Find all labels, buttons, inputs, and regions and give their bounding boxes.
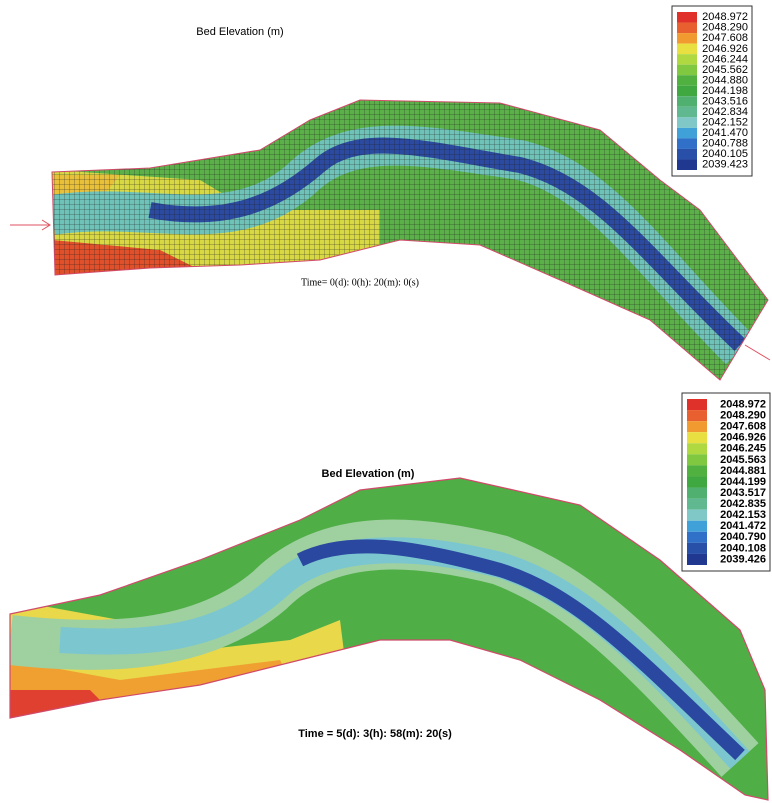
legend-swatch xyxy=(687,488,707,499)
time-label: Time = 5(d): 3(h): 58(m): 20(s) xyxy=(298,728,452,740)
legend-swatch xyxy=(677,12,697,23)
legend-swatch xyxy=(677,96,697,107)
legend-swatch xyxy=(687,499,707,510)
legend-swatch xyxy=(687,554,707,565)
inflow-arrow xyxy=(10,220,50,230)
legend-label: 2039.423 xyxy=(702,159,748,171)
legend-swatch xyxy=(687,543,707,554)
legend-swatch xyxy=(677,159,697,170)
legend-swatch xyxy=(687,443,707,454)
legend-swatch xyxy=(677,138,697,149)
legend-swatch xyxy=(687,410,707,421)
legend-swatch xyxy=(687,465,707,476)
bed-map-top xyxy=(0,90,772,390)
legend-swatch xyxy=(687,510,707,521)
legend-swatch xyxy=(687,454,707,465)
legend-swatch xyxy=(677,65,697,76)
legend-swatch xyxy=(677,33,697,44)
panel-title: Bed Elevation (m) xyxy=(196,26,283,38)
panel-title: Bed Elevation (m) xyxy=(322,468,415,480)
legend-swatch xyxy=(677,86,697,97)
legend-swatch xyxy=(687,432,707,443)
figure: Bed Elevation (m) Time= 0(d): 0(h): 20(m… xyxy=(0,0,772,803)
legend-swatch xyxy=(687,476,707,487)
outflow-arrow xyxy=(745,345,770,360)
legend-swatch xyxy=(677,117,697,128)
legend-swatch xyxy=(687,399,707,410)
legend-label: 2039.426 xyxy=(720,553,766,565)
legend-swatch xyxy=(677,44,697,55)
legend-swatch xyxy=(677,128,697,139)
time-label: Time= 0(d): 0(h): 20(m): 0(s) xyxy=(301,277,419,288)
legend-swatch xyxy=(677,54,697,65)
legend-swatch xyxy=(687,532,707,543)
legend-swatch xyxy=(677,23,697,34)
bed-map-bottom xyxy=(0,470,772,803)
legend-swatch xyxy=(677,107,697,118)
legend-swatch xyxy=(677,75,697,86)
legend-swatch xyxy=(677,149,697,160)
legend-swatch xyxy=(687,421,707,432)
legend-swatch xyxy=(687,521,707,532)
